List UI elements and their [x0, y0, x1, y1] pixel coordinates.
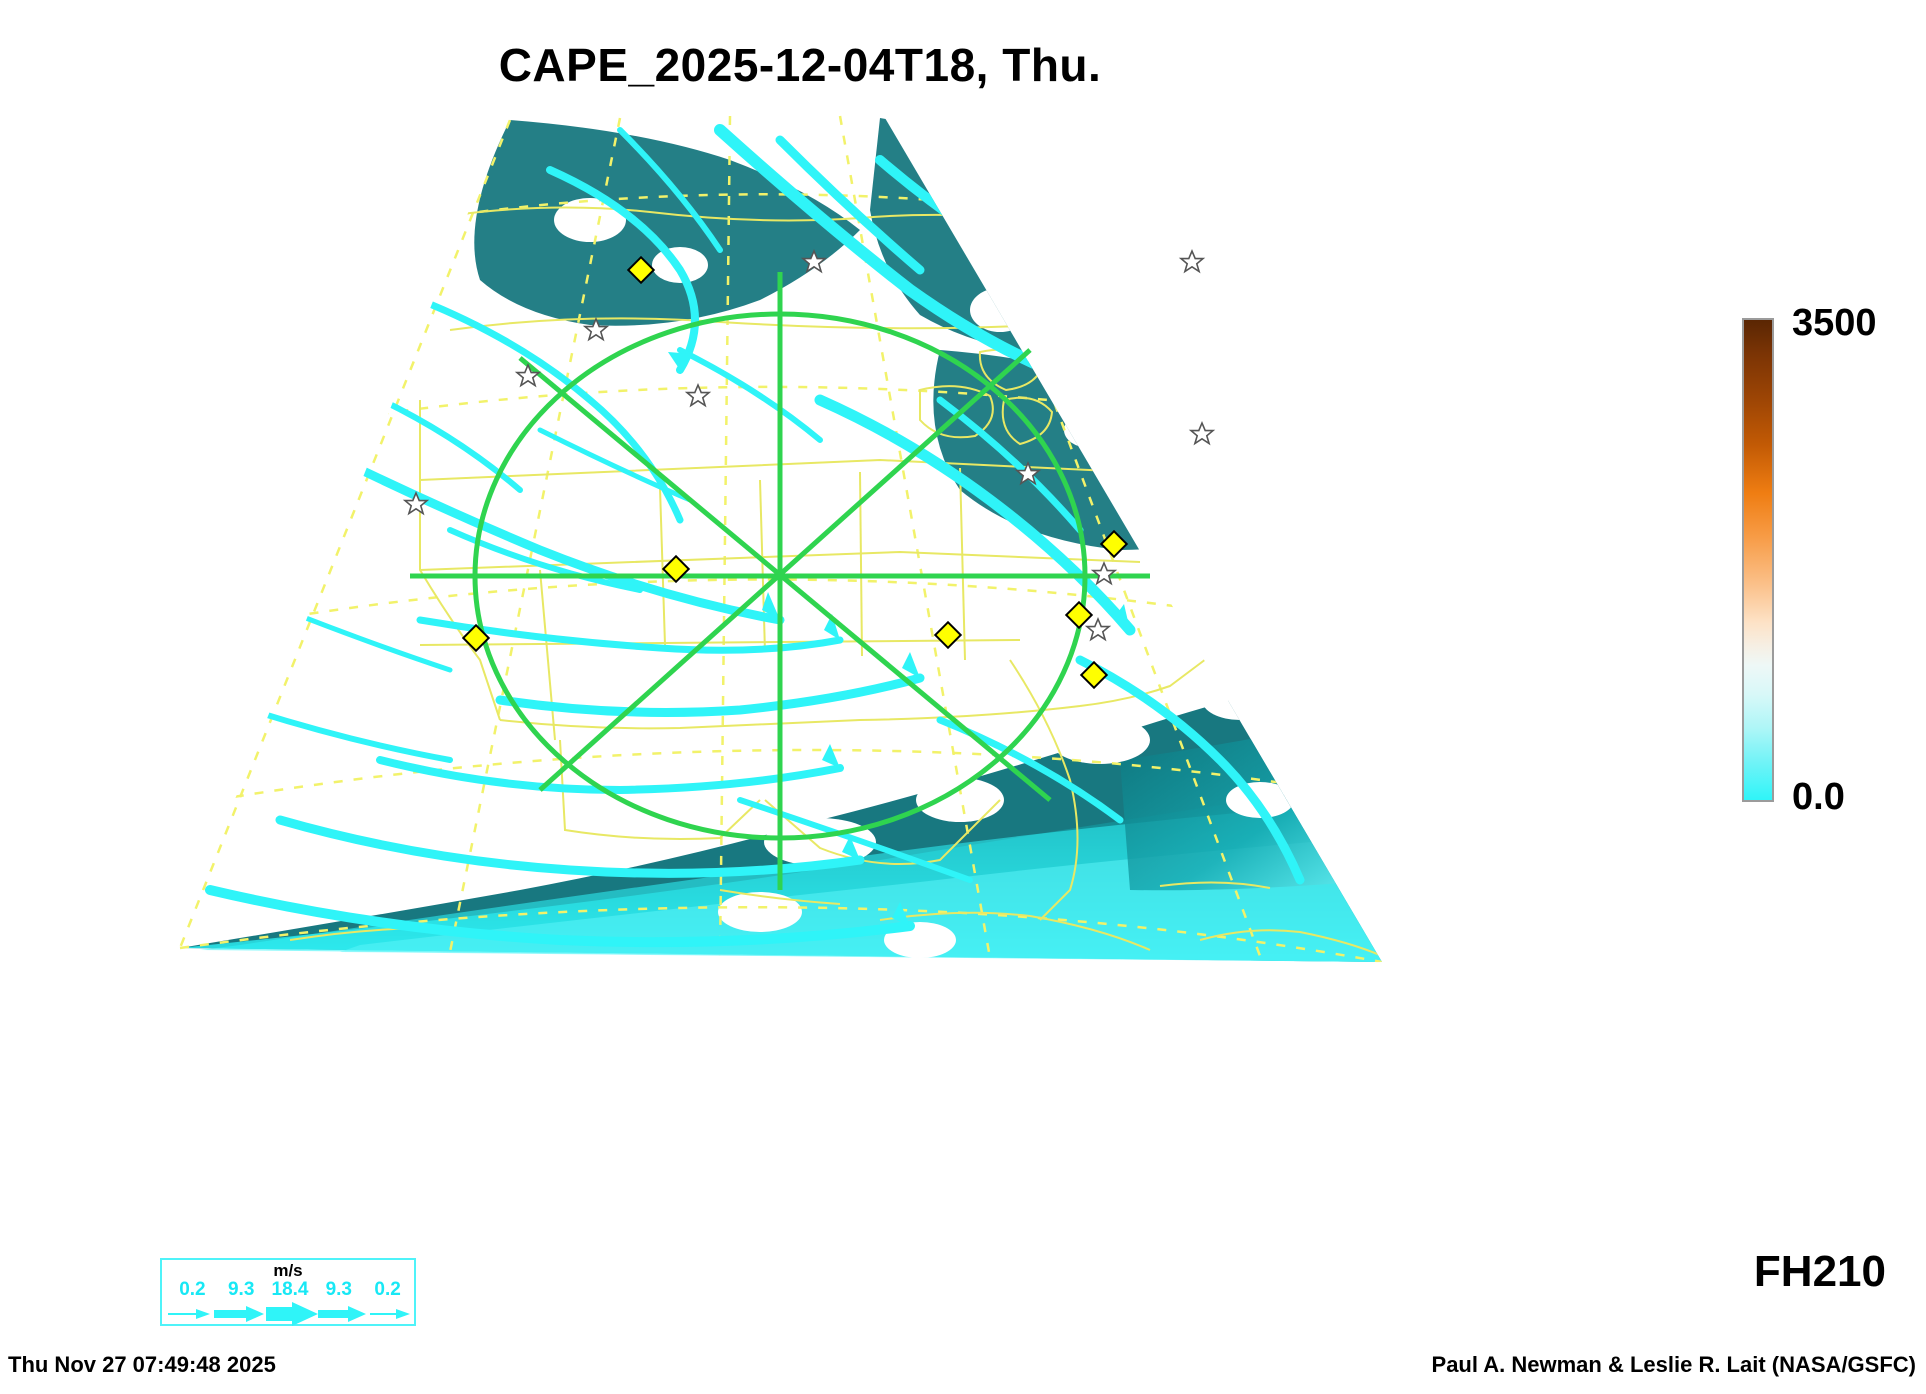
overlay-spoke-diag-2: [538, 348, 1032, 792]
forecast-hour-label: FH210: [1753, 1247, 1886, 1296]
overlay-spoke-diag-1: [518, 356, 1052, 802]
colorbar-gradient: [1742, 318, 1774, 802]
colorbar-max-label: 3500: [1792, 302, 1877, 344]
page-title: CAPE_2025-12-04T18, Thu.: [498, 39, 1102, 91]
footer-timestamp: Thu Nov 27 07:49:48 2025: [8, 1352, 276, 1377]
colorbar-min-label: 0.0: [1792, 776, 1845, 818]
colorbar: 3500 0.0: [1742, 302, 1922, 818]
wind-legend-unit-label: m/s: [273, 1261, 303, 1280]
marker-diamond[interactable]: [461, 255, 1129, 690]
map-panel[interactable]: [120, 100, 1540, 1020]
overlay-annotation: [410, 272, 1150, 890]
wind-arrow-icon: [168, 1302, 410, 1326]
wind-legend-tick-labels: 0.2 9.3 18.4 9.3 0.2: [168, 1279, 412, 1301]
footer-credit: Paul A. Newman & Leslie R. Lait (NASA/GS…: [1431, 1352, 1916, 1377]
wind-tick-2: 18.4: [271, 1279, 309, 1300]
wind-tick-4: 0.2: [374, 1279, 401, 1300]
map-field-layer: [175, 114, 1382, 969]
wind-tick-3: 9.3: [325, 1279, 352, 1300]
map-markers[interactable]: [402, 248, 1216, 690]
wind-speed-legend: m/s 0.2 9.3 18.4 9.3 0.2: [160, 1258, 416, 1326]
wind-tick-0: 0.2: [179, 1279, 206, 1300]
map-plot[interactable]: [120, 100, 1540, 1020]
wind-tick-1: 9.3: [227, 1279, 255, 1300]
marker-star[interactable]: [402, 248, 1216, 642]
